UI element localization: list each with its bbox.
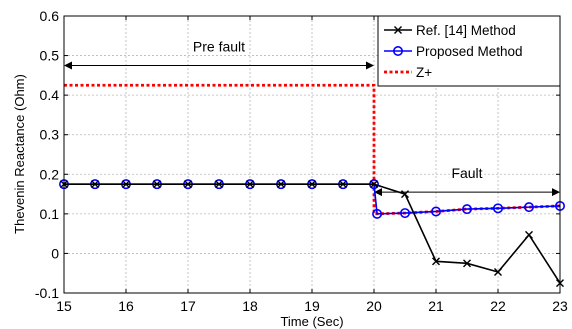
x-tick-label: 22 — [490, 298, 506, 314]
x-tick-label: 19 — [304, 298, 320, 314]
data-point — [370, 180, 378, 189]
x-marker-stroke — [463, 259, 471, 268]
x-marker-stroke — [308, 180, 316, 189]
x-marker-stroke — [394, 26, 402, 34]
y-tick-label: 0.1 — [40, 206, 60, 222]
legend-label: Ref. [14] Method — [416, 23, 516, 38]
x-marker-stroke — [91, 180, 99, 189]
legend: Ref. [14] Method Proposed Method Z+ — [377, 15, 561, 87]
y-axis-label: Thevenin Reactance (Ohm) — [12, 74, 27, 234]
x-marker-stroke — [153, 180, 161, 189]
x-marker-stroke — [184, 180, 192, 189]
x-marker-stroke — [246, 180, 254, 189]
x-tick-label: 18 — [242, 298, 258, 314]
data-point — [492, 203, 503, 214]
y-tick-label: 0.6 — [40, 8, 60, 24]
data-point — [523, 202, 534, 213]
data-point — [525, 230, 533, 239]
x-tick-label: 20 — [366, 298, 382, 314]
data-point — [401, 190, 409, 199]
x-tick-label: 16 — [118, 298, 134, 314]
y-tick-label: -0.1 — [35, 285, 59, 301]
data-point — [122, 180, 130, 189]
x-marker-stroke — [277, 180, 285, 189]
data-point — [153, 180, 161, 189]
x-tick-label: 17 — [180, 298, 196, 314]
x-marker-stroke — [432, 257, 440, 266]
x-marker-stroke — [494, 268, 502, 277]
series-layer — [58, 83, 565, 288]
annotation-label: Fault — [451, 165, 482, 181]
grid — [64, 16, 560, 293]
x-marker-stroke — [215, 180, 223, 189]
data-point — [246, 180, 254, 189]
x-tick-label: 21 — [428, 298, 444, 314]
x-marker-stroke — [370, 180, 378, 189]
legend-item: Z+ — [384, 65, 432, 80]
y-tick-label: 0 — [51, 245, 59, 261]
legend-item: Proposed Method — [384, 44, 523, 59]
annotations: Pre fault Fault — [64, 39, 560, 197]
y-tick-label: 0.5 — [40, 48, 60, 64]
legend-item: Ref. [14] Method — [384, 23, 516, 38]
legend-label: Proposed Method — [416, 44, 523, 59]
data-point — [308, 180, 316, 189]
data-point — [461, 204, 472, 215]
y-tick-label: 0.4 — [40, 87, 60, 103]
data-point — [184, 180, 192, 189]
legend-marker — [392, 45, 403, 56]
x-marker-stroke — [339, 180, 347, 189]
data-point — [432, 257, 440, 266]
data-point — [399, 208, 410, 219]
x-axis-label: Time (Sec) — [280, 314, 343, 329]
data-point — [215, 180, 223, 189]
x-tick-label: 23 — [552, 298, 568, 314]
data-point — [494, 268, 502, 277]
x-tick-label: 15 — [56, 298, 72, 314]
data-point — [463, 259, 471, 268]
data-point — [430, 206, 441, 217]
data-point — [91, 180, 99, 189]
legend-label: Z+ — [416, 65, 432, 80]
tick-labels: 15 16 17 18 19 20 21 22 23 -0.1 0 0.1 0.2 0.3 0.4 0.5 0.… — [35, 8, 568, 314]
data-point — [339, 180, 347, 189]
y-tick-label: 0.3 — [40, 127, 60, 143]
x-marker-stroke — [525, 230, 533, 239]
annotation-label: Pre fault — [193, 39, 245, 55]
data-point — [277, 180, 285, 189]
y-tick-label: 0.2 — [40, 166, 60, 182]
data-point — [372, 208, 383, 219]
legend-marker — [394, 26, 402, 34]
x-marker-stroke — [122, 180, 130, 189]
x-marker-stroke — [401, 190, 409, 199]
